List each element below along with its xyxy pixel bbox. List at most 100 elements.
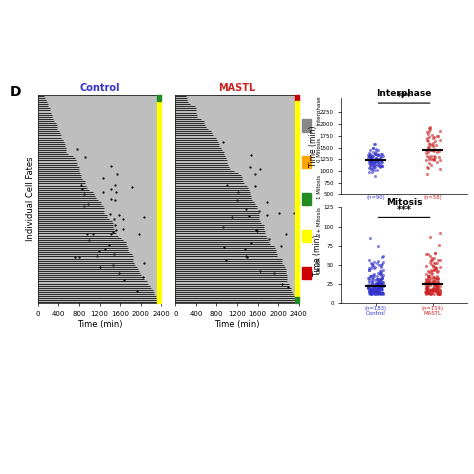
- Point: [378, 274, 386, 282]
- Point: [426, 140, 433, 148]
- Point: [371, 285, 379, 292]
- Point: [432, 264, 440, 272]
- Point: [429, 280, 437, 287]
- Point: [424, 137, 431, 145]
- Point: [371, 288, 378, 296]
- Point: [365, 152, 373, 159]
- Text: (n=154): (n=154): [421, 306, 444, 311]
- Point: [369, 288, 377, 296]
- Point: [369, 145, 377, 152]
- Point: [140, 213, 148, 221]
- Point: [371, 150, 379, 158]
- Point: [423, 289, 430, 297]
- Point: [366, 150, 374, 158]
- Point: [366, 288, 374, 296]
- Point: [374, 269, 382, 276]
- Point: [370, 287, 378, 295]
- Point: [368, 155, 376, 162]
- Point: [377, 285, 385, 293]
- Point: [79, 185, 86, 193]
- Point: [106, 210, 114, 218]
- Point: [431, 259, 438, 267]
- Point: [367, 157, 374, 164]
- Bar: [157, 95, 161, 101]
- Point: [427, 252, 434, 260]
- Point: [426, 140, 434, 148]
- Text: ***: ***: [397, 205, 411, 215]
- Point: [372, 289, 379, 296]
- Point: [377, 280, 385, 288]
- Point: [436, 165, 443, 173]
- Point: [433, 290, 441, 297]
- Point: [379, 258, 387, 265]
- Point: [374, 290, 381, 298]
- Point: [430, 145, 438, 153]
- Point: [426, 127, 433, 135]
- Point: [378, 150, 385, 158]
- Point: [366, 272, 374, 279]
- Point: [368, 259, 375, 267]
- Point: [370, 258, 378, 266]
- Point: [367, 289, 374, 297]
- Point: [377, 283, 385, 291]
- Point: [429, 139, 437, 147]
- Point: [421, 280, 429, 287]
- Point: [367, 159, 374, 166]
- Point: [373, 151, 381, 159]
- Point: [429, 262, 437, 269]
- Point: [422, 146, 430, 154]
- Point: [422, 278, 429, 286]
- Point: [251, 170, 259, 177]
- Point: [423, 287, 430, 295]
- Title: Interphase: Interphase: [376, 89, 432, 98]
- Point: [371, 161, 379, 168]
- Point: [429, 286, 437, 294]
- Point: [373, 288, 381, 295]
- Point: [425, 289, 432, 297]
- Point: [374, 285, 381, 293]
- Point: [367, 156, 374, 164]
- Point: [379, 271, 387, 278]
- Point: [371, 284, 378, 292]
- Point: [425, 272, 433, 280]
- Point: [423, 270, 430, 278]
- Point: [376, 284, 384, 292]
- Point: [368, 168, 376, 176]
- Point: [374, 272, 381, 280]
- Point: [370, 271, 377, 279]
- Point: [376, 283, 383, 290]
- Point: [376, 155, 383, 163]
- Point: [365, 264, 373, 272]
- Point: [374, 275, 382, 283]
- Point: [82, 154, 89, 161]
- Point: [424, 277, 431, 284]
- Point: [365, 168, 373, 176]
- Point: [242, 205, 249, 213]
- Point: [427, 256, 435, 264]
- Point: [379, 273, 386, 281]
- Point: [422, 262, 429, 269]
- Point: [369, 148, 377, 155]
- Text: 1 Mitosis: 1 Mitosis: [317, 175, 322, 199]
- Point: [107, 185, 115, 193]
- Point: [371, 150, 379, 158]
- Point: [424, 164, 431, 172]
- Point: [428, 266, 435, 273]
- Point: [431, 263, 438, 271]
- Point: [431, 137, 438, 145]
- Point: [252, 226, 260, 234]
- Point: [430, 259, 438, 267]
- Point: [378, 154, 385, 161]
- Point: [374, 151, 381, 158]
- Point: [378, 162, 385, 170]
- Point: [247, 151, 255, 158]
- Point: [365, 274, 372, 282]
- Point: [376, 275, 383, 283]
- Point: [430, 152, 438, 159]
- Point: [424, 272, 431, 280]
- Point: [429, 278, 437, 285]
- Title: Control: Control: [79, 82, 120, 92]
- Point: [367, 154, 374, 161]
- Point: [377, 156, 385, 164]
- Point: [425, 134, 433, 141]
